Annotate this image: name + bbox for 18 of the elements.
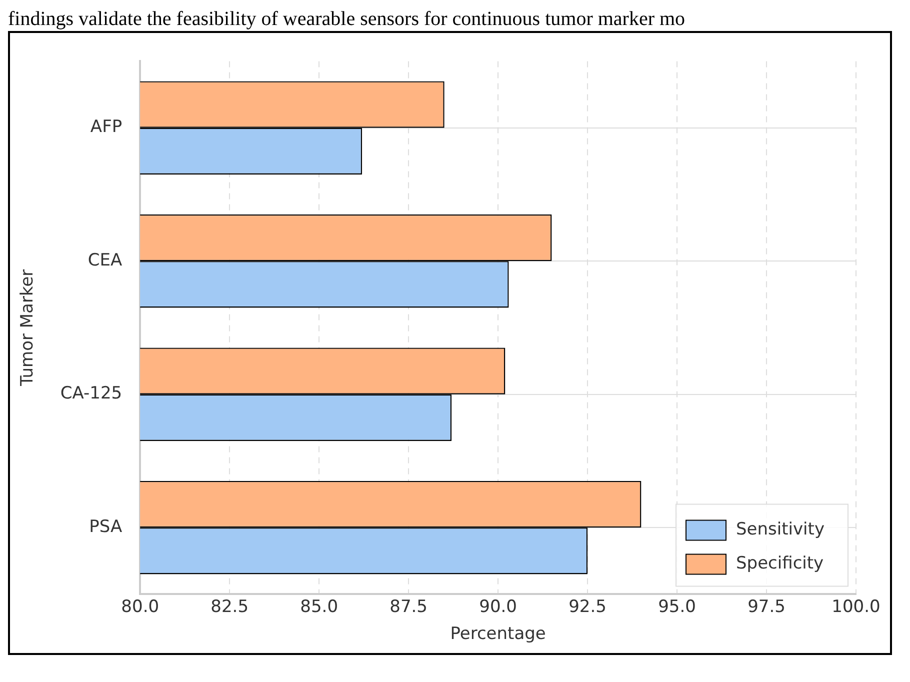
x-tick-label: 87.5 <box>390 596 428 617</box>
x-tick-label: 80.0 <box>121 596 160 617</box>
y-tick-label: CEA <box>88 250 122 270</box>
y-tick-label: CA-125 <box>60 384 122 404</box>
legend-label: Sensitivity <box>736 520 825 540</box>
text: findings validate the feasibility of wearable sensors for continuous tumor marker mo <box>8 8 686 31</box>
x-tick-label: 90.0 <box>479 596 517 617</box>
x-tick-label: 85.0 <box>300 596 338 617</box>
x-tick-label: 82.5 <box>210 596 249 617</box>
legend-label: Specificity <box>736 554 824 574</box>
x-tick-label: 100.0 <box>832 596 880 617</box>
x-axis-title: Percentage <box>450 624 546 644</box>
y-axis-title: Tumor Marker <box>18 269 38 388</box>
x-tick-label: 95.0 <box>658 596 696 617</box>
y-tick-label: AFP <box>90 117 122 138</box>
x-tick-label: 92.5 <box>568 596 606 617</box>
x-tick-label: 97.5 <box>748 596 786 617</box>
y-tick-label: PSA <box>89 516 122 537</box>
